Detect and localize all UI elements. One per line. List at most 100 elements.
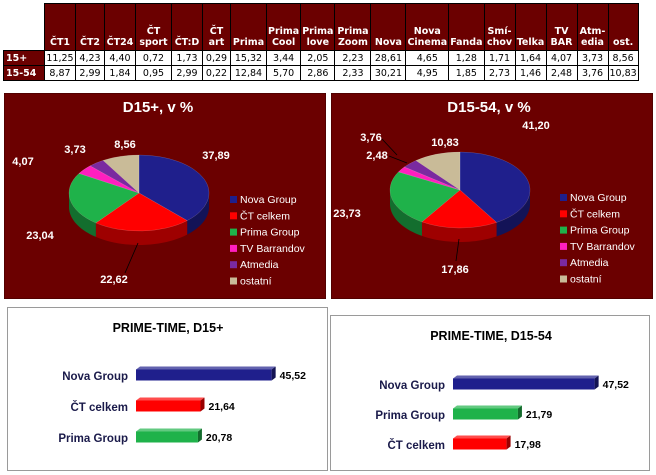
table-cell: 0,29 [202, 50, 231, 66]
bar-side-face [197, 428, 202, 443]
legend-swatch-nova-group [560, 194, 567, 201]
legend-swatch-ct-celkem [560, 210, 567, 218]
pie-top [68, 154, 210, 232]
table-cell: 28,61 [370, 50, 407, 66]
header-prima-love: Prima love [300, 3, 336, 51]
table-cell: 1,64 [514, 50, 547, 66]
legend: Nova Group ČT celkem Prima Group TV Barrand… [560, 192, 636, 286]
legend-label-nova-group: Nova Group [240, 194, 297, 206]
pie-sides [390, 190, 530, 242]
pie-slice-ostatni [102, 154, 140, 194]
table-cell: 0,22 [202, 65, 231, 81]
data-label: 21,79 [526, 409, 552, 421]
leader-line [381, 138, 398, 156]
table-cell: 3,76 [576, 65, 609, 81]
bar [136, 400, 201, 412]
data-label-tv-barrandov: 2,48 [366, 150, 387, 162]
legend-label-prima-group: Prima Group [240, 227, 300, 239]
bar-top-face [453, 435, 511, 439]
bar [453, 408, 518, 420]
pie-slice-prima-group [68, 173, 140, 224]
header-ct1: ČT1 [44, 3, 76, 51]
table-cell: 15,32 [230, 50, 267, 66]
share-table: ČT1 ČT2 ČT24 ČT sport ČT:D ČT art Prima Pr… [3, 3, 639, 81]
data-label-prima-group: 23,73 [333, 208, 361, 220]
legend-label-ostatni: ostatní [570, 274, 602, 286]
table-cell: 11,25 [44, 50, 76, 66]
pie-panel-d15-54: D15-54, v % 41,20 17,86 23,73 2,48 3,76 10,83 N… [331, 93, 653, 299]
header-ct-sport: ČT sport [135, 3, 172, 51]
row-label: 15+ [3, 50, 45, 66]
data-label: 17,98 [515, 439, 541, 451]
pie-sides [69, 193, 209, 245]
table-cell: 2,86 [300, 65, 336, 81]
header-ct2: ČT2 [75, 3, 105, 51]
chart-title: PRIME-TIME, D15+ [113, 321, 224, 335]
table-cell: 4,65 [405, 50, 450, 66]
data-label-ostatni: 10,83 [431, 137, 459, 149]
header-ost: ost. [607, 3, 639, 51]
legend-swatch-nova-group [230, 196, 237, 203]
legend-label-ct-celkem: ČT celkem [570, 207, 620, 220]
bar-side-face [271, 366, 276, 381]
leader-line [388, 155, 408, 164]
header-prima: Prima [230, 3, 267, 51]
legend-swatch-ct-celkem [230, 212, 237, 220]
table-cell: 4,95 [405, 65, 450, 81]
table-cell: 0,95 [135, 65, 172, 81]
category-label: ČT celkem [387, 439, 445, 452]
table-corner-cell [3, 3, 45, 51]
table-cell: 1,28 [448, 50, 485, 66]
row-label: 15-54 [3, 65, 45, 81]
header-tv-bar: TV BAR [545, 3, 578, 51]
chart-title: D15-54, v % [447, 99, 530, 116]
table-cell: 2,48 [545, 65, 578, 81]
table-cell: 12,84 [230, 65, 267, 81]
legend-swatch-prima-group [230, 228, 237, 236]
pie-side-prima-group [69, 193, 96, 237]
data-label-ct-celkem: 17,86 [441, 264, 469, 276]
table-cell: 1,73 [171, 50, 203, 66]
legend-swatch-atmedia [230, 261, 237, 269]
category-label: ČT celkem [70, 401, 128, 414]
pie-slice-prima-group [389, 171, 461, 223]
pie-slice-ct-celkem [95, 192, 188, 232]
data-label-nova-group: 37,89 [202, 150, 230, 162]
pie-top [389, 151, 531, 229]
data-label-atmedia: 3,76 [360, 132, 381, 144]
table-cell: 4,23 [75, 50, 105, 66]
table-cell: 2,99 [171, 65, 203, 81]
category-label: Prima Group [58, 433, 128, 445]
table-cell: 3,73 [576, 50, 609, 66]
primetime-panel-d15-54: PRIME-TIME, D15-54 Nova Group 47,52 Prima G… [330, 315, 650, 471]
data-label: 47,52 [603, 379, 629, 391]
legend-label-tv-barrandov: TV Barrandov [240, 243, 306, 255]
data-label: 20,78 [206, 432, 232, 444]
data-label: 21,64 [208, 401, 234, 413]
bar [136, 431, 198, 443]
legend-label-atmedia: Atmedia [240, 259, 279, 271]
table-cell: 8,87 [44, 65, 76, 81]
table-cell: 4,07 [545, 50, 578, 66]
leader-line [124, 242, 139, 274]
table-cell: 3,44 [265, 50, 302, 66]
header-telka: Telka [514, 3, 547, 51]
pie-chart-d15-54: D15-54, v % 41,20 17,86 23,73 2,48 3,76 10,83 N… [331, 93, 653, 299]
bar-side-face [517, 405, 522, 420]
pie-chart-d15plus: D15+, v % 37,89 22,62 23,04 4,07 3,73 8,56 Nova… [4, 93, 326, 299]
legend-swatch-prima-group [560, 226, 567, 234]
table-cell: 10,83 [607, 65, 639, 81]
data-label: 45,52 [280, 370, 306, 382]
pie-slice-tv-barrandov [78, 165, 140, 194]
table-row: 15-54 8,87 2,99 1,84 0,95 2,99 0,22 12,84 5,70 2,… [3, 65, 639, 81]
bar-top-face [453, 405, 522, 409]
legend-swatch-atmedia [560, 259, 567, 267]
bar-side-face [200, 397, 205, 412]
legend-swatch-ostatni [230, 277, 237, 285]
header-ct24: ČT24 [104, 3, 136, 51]
table-cell: 4,40 [104, 50, 136, 66]
legend-swatch-tv-barrandov [230, 244, 237, 252]
table-header-row: ČT1 ČT2 ČT24 ČT sport ČT:D ČT art Prima Pr… [3, 3, 639, 51]
category-label: Nova Group [379, 380, 445, 392]
table-cell: 1,46 [514, 65, 547, 81]
